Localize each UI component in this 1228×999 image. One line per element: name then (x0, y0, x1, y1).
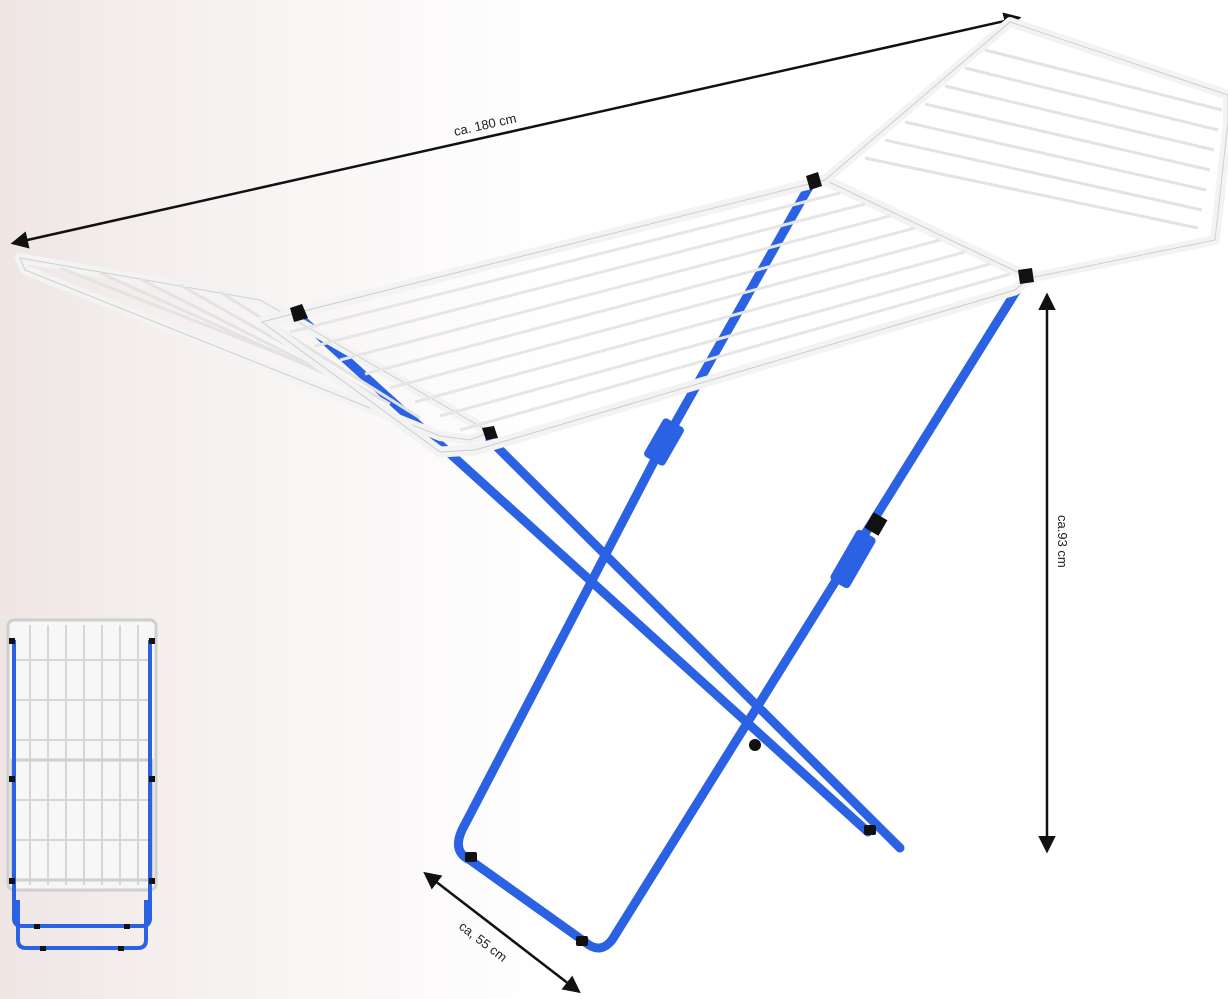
leg-clips (644, 418, 876, 589)
depth-arrow (423, 871, 581, 994)
leg-joints (465, 512, 888, 946)
length-arrow (10, 12, 1022, 249)
leg-frame (293, 180, 1025, 953)
corner-caps (290, 172, 1034, 440)
center-rail-frame (256, 174, 1036, 458)
right-wing (821, 17, 1228, 283)
folded-dryer-thumbnail (6, 618, 158, 951)
length-label: ca. 180 cm (452, 110, 517, 139)
height-label: ca.93 cm (1055, 515, 1070, 568)
depth-label: ca, 55 cm (456, 918, 510, 964)
